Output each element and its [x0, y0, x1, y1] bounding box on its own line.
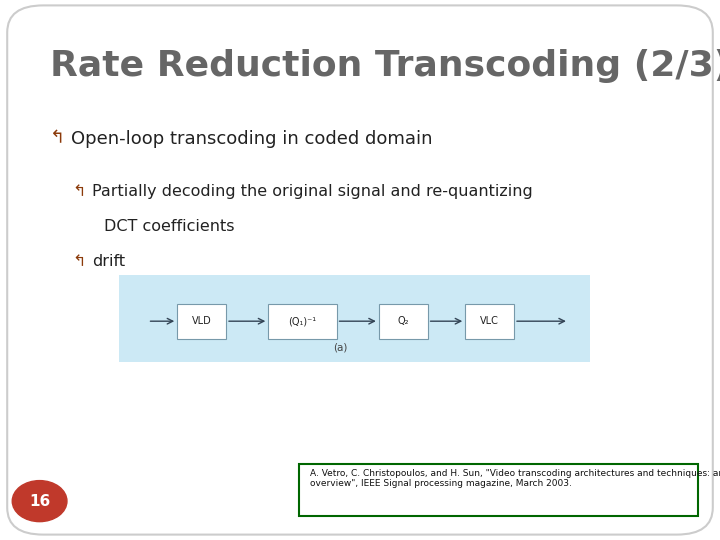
FancyBboxPatch shape: [379, 303, 428, 339]
FancyBboxPatch shape: [7, 5, 713, 535]
Text: ↰: ↰: [72, 254, 86, 269]
Text: VLC: VLC: [480, 316, 499, 326]
Text: drift: drift: [92, 254, 125, 269]
Text: A. Vetro, C. Christopoulos, and H. Sun, "Video transcoding architectures and tec: A. Vetro, C. Christopoulos, and H. Sun, …: [310, 469, 720, 488]
Circle shape: [12, 481, 67, 522]
Text: Partially decoding the original signal and re-quantizing: Partially decoding the original signal a…: [92, 184, 533, 199]
Text: 16: 16: [29, 494, 50, 509]
Text: DCT coefficients: DCT coefficients: [104, 219, 235, 234]
FancyBboxPatch shape: [269, 303, 337, 339]
Text: ↰: ↰: [72, 184, 86, 199]
FancyBboxPatch shape: [299, 464, 698, 516]
Text: Open-loop transcoding in coded domain: Open-loop transcoding in coded domain: [71, 130, 432, 147]
Text: (Q₁)⁻¹: (Q₁)⁻¹: [288, 316, 317, 326]
Text: Q₂: Q₂: [397, 316, 409, 326]
FancyBboxPatch shape: [465, 303, 514, 339]
Text: (a): (a): [333, 342, 348, 352]
Text: Rate Reduction Transcoding (2/3): Rate Reduction Transcoding (2/3): [50, 49, 720, 83]
Text: VLD: VLD: [192, 316, 212, 326]
FancyBboxPatch shape: [177, 303, 226, 339]
Text: ↰: ↰: [50, 130, 66, 147]
FancyBboxPatch shape: [119, 275, 590, 362]
